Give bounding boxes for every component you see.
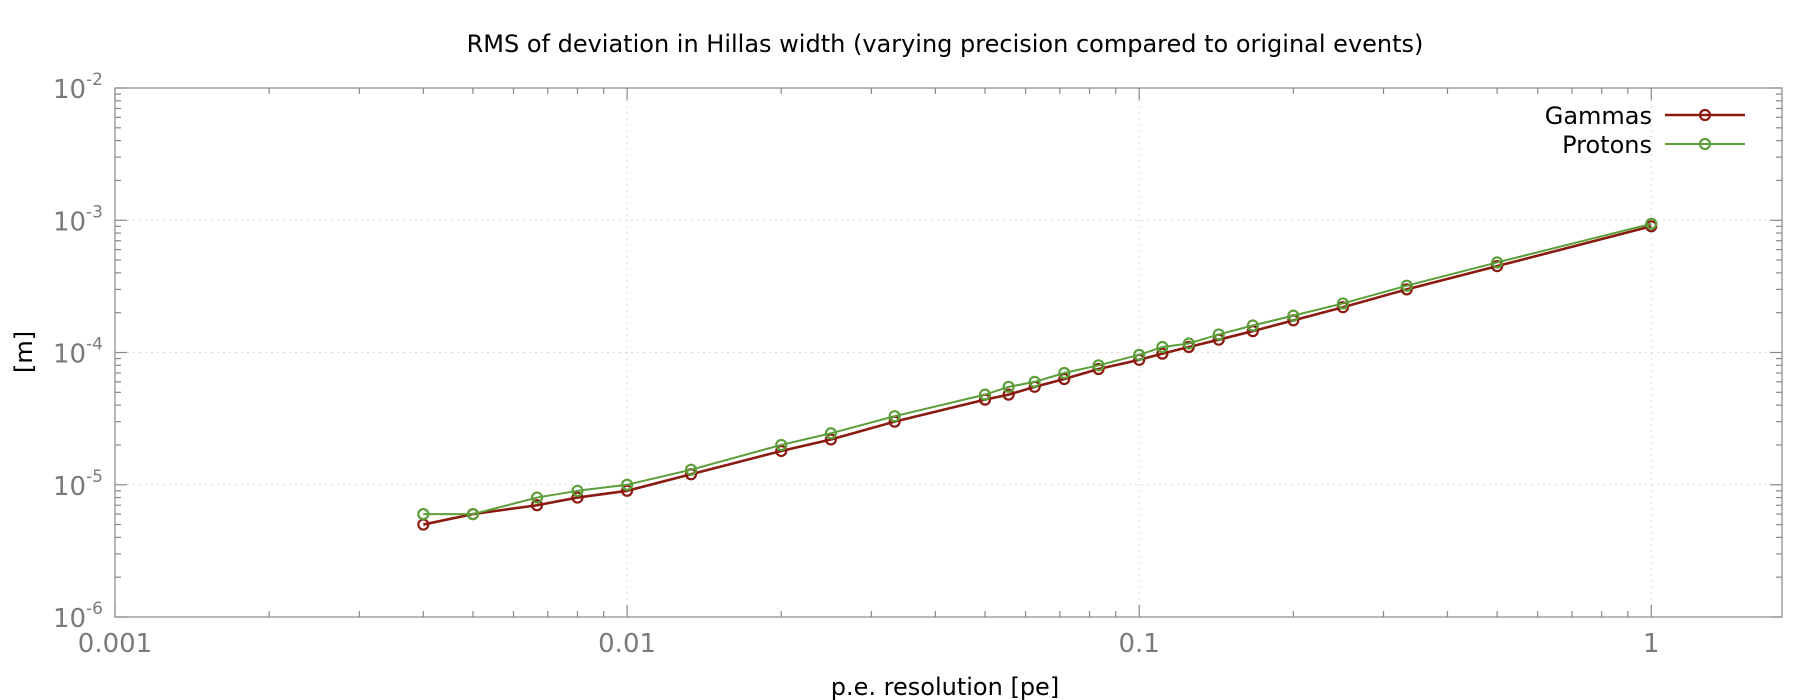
legend-item: Protons [1562,131,1745,159]
y-tick-label: 10-4 [53,335,103,370]
data-point [978,388,992,401]
data-point [1491,256,1504,269]
legend-marker [1698,108,1712,122]
data-point [1092,359,1105,372]
y-axis-label: [m] [10,331,38,373]
data-point [1058,366,1071,380]
data-point [1058,372,1071,386]
tick-layer [114,87,1782,618]
y-tick-label: 10-5 [53,467,103,502]
data-point [1182,340,1195,354]
data-point [530,491,544,504]
data-point [1133,348,1146,361]
legend-item: Gammas [1545,102,1745,130]
data-point [1400,279,1413,292]
data-point [1491,260,1504,273]
data-point [1156,340,1169,354]
data-point [466,507,480,521]
data-point [775,444,788,458]
data-point [1212,328,1225,341]
chart-title: RMS of deviation in Hillas width (varyin… [467,30,1424,58]
data-point [888,410,901,423]
data-point [1336,301,1350,314]
data-point [1400,283,1413,296]
x-tick-label: 0.01 [598,629,656,659]
series-line [423,225,1652,526]
y-tick-label: 10-2 [53,70,103,105]
x-tick-label: 0.1 [1119,629,1160,659]
data-point [417,507,430,521]
grid-layer [115,88,1782,617]
data-point [571,484,584,497]
legend-marker [1698,137,1712,151]
series-protons [417,217,1658,521]
label-layer: 0.001 0.01 0.1 1 10-6 10-5 10-4 10-3 10-2 [53,70,1660,659]
x-tick-label: 1 [1643,629,1660,659]
data-point [1028,375,1041,388]
data-point [1336,297,1350,310]
data-point [1156,347,1169,360]
data-point [1182,337,1195,350]
data-point [775,438,788,452]
y-tick-label: 10-6 [53,599,103,634]
x-axis-label: p.e. resolution [pe] [831,673,1059,700]
data-point [1645,217,1658,230]
legend-label: Protons [1562,131,1652,159]
data-point [684,463,698,476]
data-point [530,499,544,512]
data-point [571,491,584,504]
x-tick-label: 0.001 [78,629,152,659]
data-point [824,433,837,446]
data-point [1287,309,1300,322]
data-point [1002,380,1015,393]
data-point [620,478,634,491]
data-point [1002,388,1015,401]
data-point [620,484,634,497]
legend-label: Gammas [1545,102,1652,130]
data-point [1246,319,1259,332]
y-tick-label: 10-3 [53,202,103,237]
data-point [1092,362,1105,376]
series-gammas [417,220,1658,531]
data-point [824,427,837,440]
series-line [423,222,1652,516]
series-layer [417,217,1658,531]
